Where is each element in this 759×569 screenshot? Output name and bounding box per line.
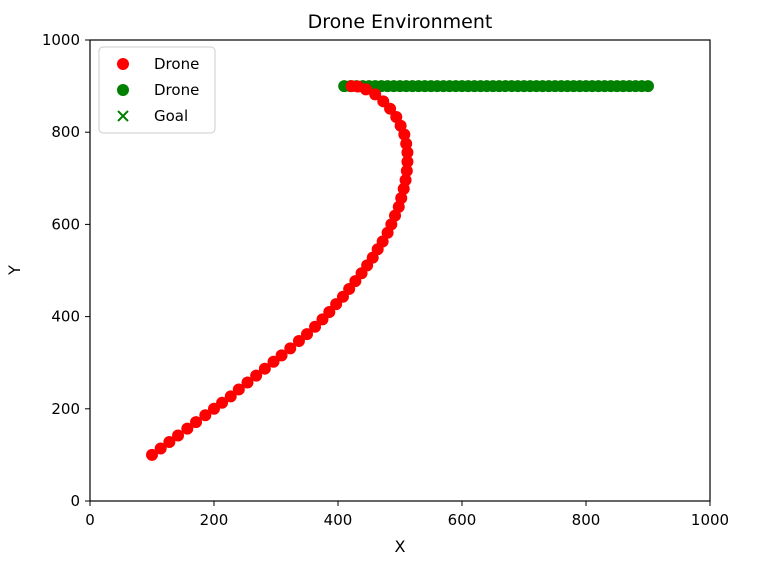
y-tick-label: 800 [51,123,80,141]
legend-label-goal: Goal [154,107,188,125]
x-tick-label: 800 [572,511,601,529]
goal-x-stroke [117,110,129,122]
legend-marker-goal [117,110,129,122]
drone-red-point [275,349,288,362]
drone-red-point [377,95,390,108]
drone-red-point [146,448,158,461]
y-tick-label: 1000 [42,31,80,49]
chart-title: Drone Environment [308,11,493,33]
legend: Drone Drone Goal [98,46,216,134]
y-tick-label: 0 [70,492,80,510]
legend-marker-drone-green [117,84,129,96]
y-tick-label: 400 [51,308,80,326]
drone-red-point [401,155,414,168]
legend-marker-drone-red [117,58,129,70]
plot-marks [146,80,654,461]
drone-red-point [400,137,413,150]
drone-red-point [401,146,414,159]
drone-red-point [292,335,305,348]
drone-red-point [390,110,403,123]
drone-red-point [224,390,237,403]
plot-frame [89,39,711,502]
drone-red-point [258,362,271,375]
drone-red-point [163,435,176,448]
drone-red-point [376,235,389,248]
y-axis-ticks: 0 200 400 600 800 1000 [42,31,90,510]
drone-red-point [399,174,412,187]
x-tick-label: 1000 [691,511,729,529]
drone-red-point [190,416,203,429]
x-tick-label: 600 [448,511,477,529]
y-tick-label: 600 [51,215,80,233]
drone-red-point [284,342,297,355]
x-axis-label: X [395,537,406,556]
drone-red-point [323,305,336,318]
y-axis-label: Y [5,265,24,276]
drone-red-point [395,192,408,205]
x-tick-label: 400 [324,511,353,529]
drone-red-point [232,383,245,396]
drone-red-point [241,376,254,389]
drone-red-point [172,429,185,442]
drone-red-point [154,442,167,455]
drone-red-point [301,328,313,341]
legend-label-drone-green: Drone [154,81,199,99]
drone-red-point [181,422,194,435]
drone-red-point [400,164,413,177]
drone-red-point [216,396,229,409]
drone-red-point [369,88,382,101]
x-axis-ticks: 0 200 400 600 800 1000 [85,501,729,529]
drone-red-point [345,80,358,93]
drone-red-point [309,320,322,333]
y-tick-label: 200 [51,400,80,418]
drone-red-point [267,355,280,368]
drone-red-point [250,369,263,382]
drone-red-point [199,409,212,422]
x-tick-label: 200 [200,511,229,529]
legend-label-drone-red: Drone [154,55,199,73]
drone-green-point [642,80,654,93]
x-tick-label: 0 [85,511,95,529]
